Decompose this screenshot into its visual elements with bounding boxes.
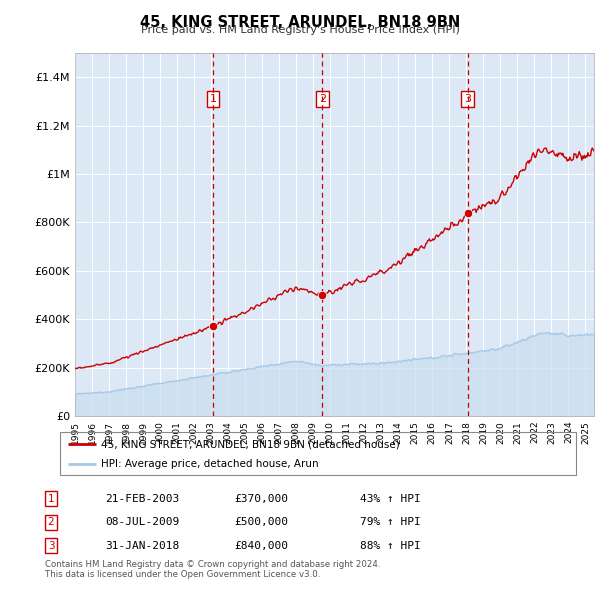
- Text: 21-FEB-2003: 21-FEB-2003: [105, 494, 179, 503]
- Text: £840,000: £840,000: [234, 541, 288, 550]
- Text: 45, KING STREET, ARUNDEL, BN18 9BN: 45, KING STREET, ARUNDEL, BN18 9BN: [140, 15, 460, 30]
- Text: Contains HM Land Registry data © Crown copyright and database right 2024.
This d: Contains HM Land Registry data © Crown c…: [45, 560, 380, 579]
- Text: HPI: Average price, detached house, Arun: HPI: Average price, detached house, Arun: [101, 460, 319, 469]
- Text: 1: 1: [209, 94, 217, 104]
- Text: 3: 3: [464, 94, 471, 104]
- Text: 1: 1: [47, 494, 55, 503]
- Text: 45, KING STREET, ARUNDEL, BN18 9BN (detached house): 45, KING STREET, ARUNDEL, BN18 9BN (deta…: [101, 440, 400, 450]
- Text: £500,000: £500,000: [234, 517, 288, 527]
- Text: 3: 3: [47, 541, 55, 550]
- Text: £370,000: £370,000: [234, 494, 288, 503]
- Text: 31-JAN-2018: 31-JAN-2018: [105, 541, 179, 550]
- Text: 43% ↑ HPI: 43% ↑ HPI: [360, 494, 421, 503]
- Text: 2: 2: [47, 517, 55, 527]
- Text: 88% ↑ HPI: 88% ↑ HPI: [360, 541, 421, 550]
- Text: 08-JUL-2009: 08-JUL-2009: [105, 517, 179, 527]
- Text: 79% ↑ HPI: 79% ↑ HPI: [360, 517, 421, 527]
- Text: Price paid vs. HM Land Registry's House Price Index (HPI): Price paid vs. HM Land Registry's House …: [140, 25, 460, 35]
- Text: 2: 2: [319, 94, 326, 104]
